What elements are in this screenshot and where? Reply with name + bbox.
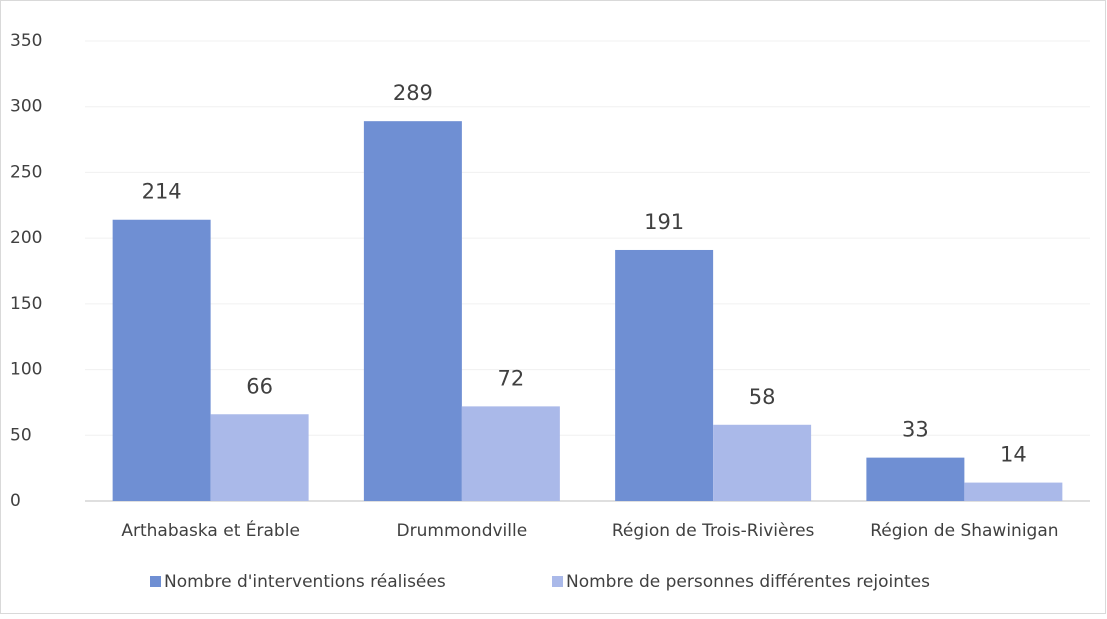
bar [112,219,211,501]
bar [615,249,714,501]
legend-label: Nombre de personnes différentes rejointe… [566,572,930,592]
value-label: 72 [498,366,525,390]
y-tick-label: 100 [10,360,42,380]
y-tick-label: 350 [10,31,42,51]
bar [866,457,965,501]
y-tick-label: 50 [10,425,32,445]
value-label: 191 [644,210,684,234]
legend-swatch [552,576,563,587]
value-label: 214 [142,180,182,204]
y-tick-label: 150 [10,294,42,314]
y-tick-label: 250 [10,162,42,182]
value-label: 58 [749,385,776,409]
bar [713,424,812,501]
y-tick-label: 200 [10,228,42,248]
y-tick-label: 0 [10,491,21,511]
bar [210,414,309,501]
value-label: 33 [902,418,929,442]
x-tick-label: Région de Trois-Rivières [612,521,815,541]
x-tick-label: Région de Shawinigan [870,521,1058,541]
value-label: 289 [393,81,433,105]
x-tick-label: Arthabaska et Érable [121,519,300,541]
bar [964,482,1063,501]
value-label: 14 [1000,443,1027,467]
legend-label: Nombre d'interventions réalisées [164,572,446,592]
bar [461,406,560,501]
x-tick-label: Drummondville [397,521,528,541]
legend-swatch [150,576,161,587]
bar [363,121,462,502]
y-tick-label: 300 [10,97,42,117]
value-label: 66 [246,374,273,398]
